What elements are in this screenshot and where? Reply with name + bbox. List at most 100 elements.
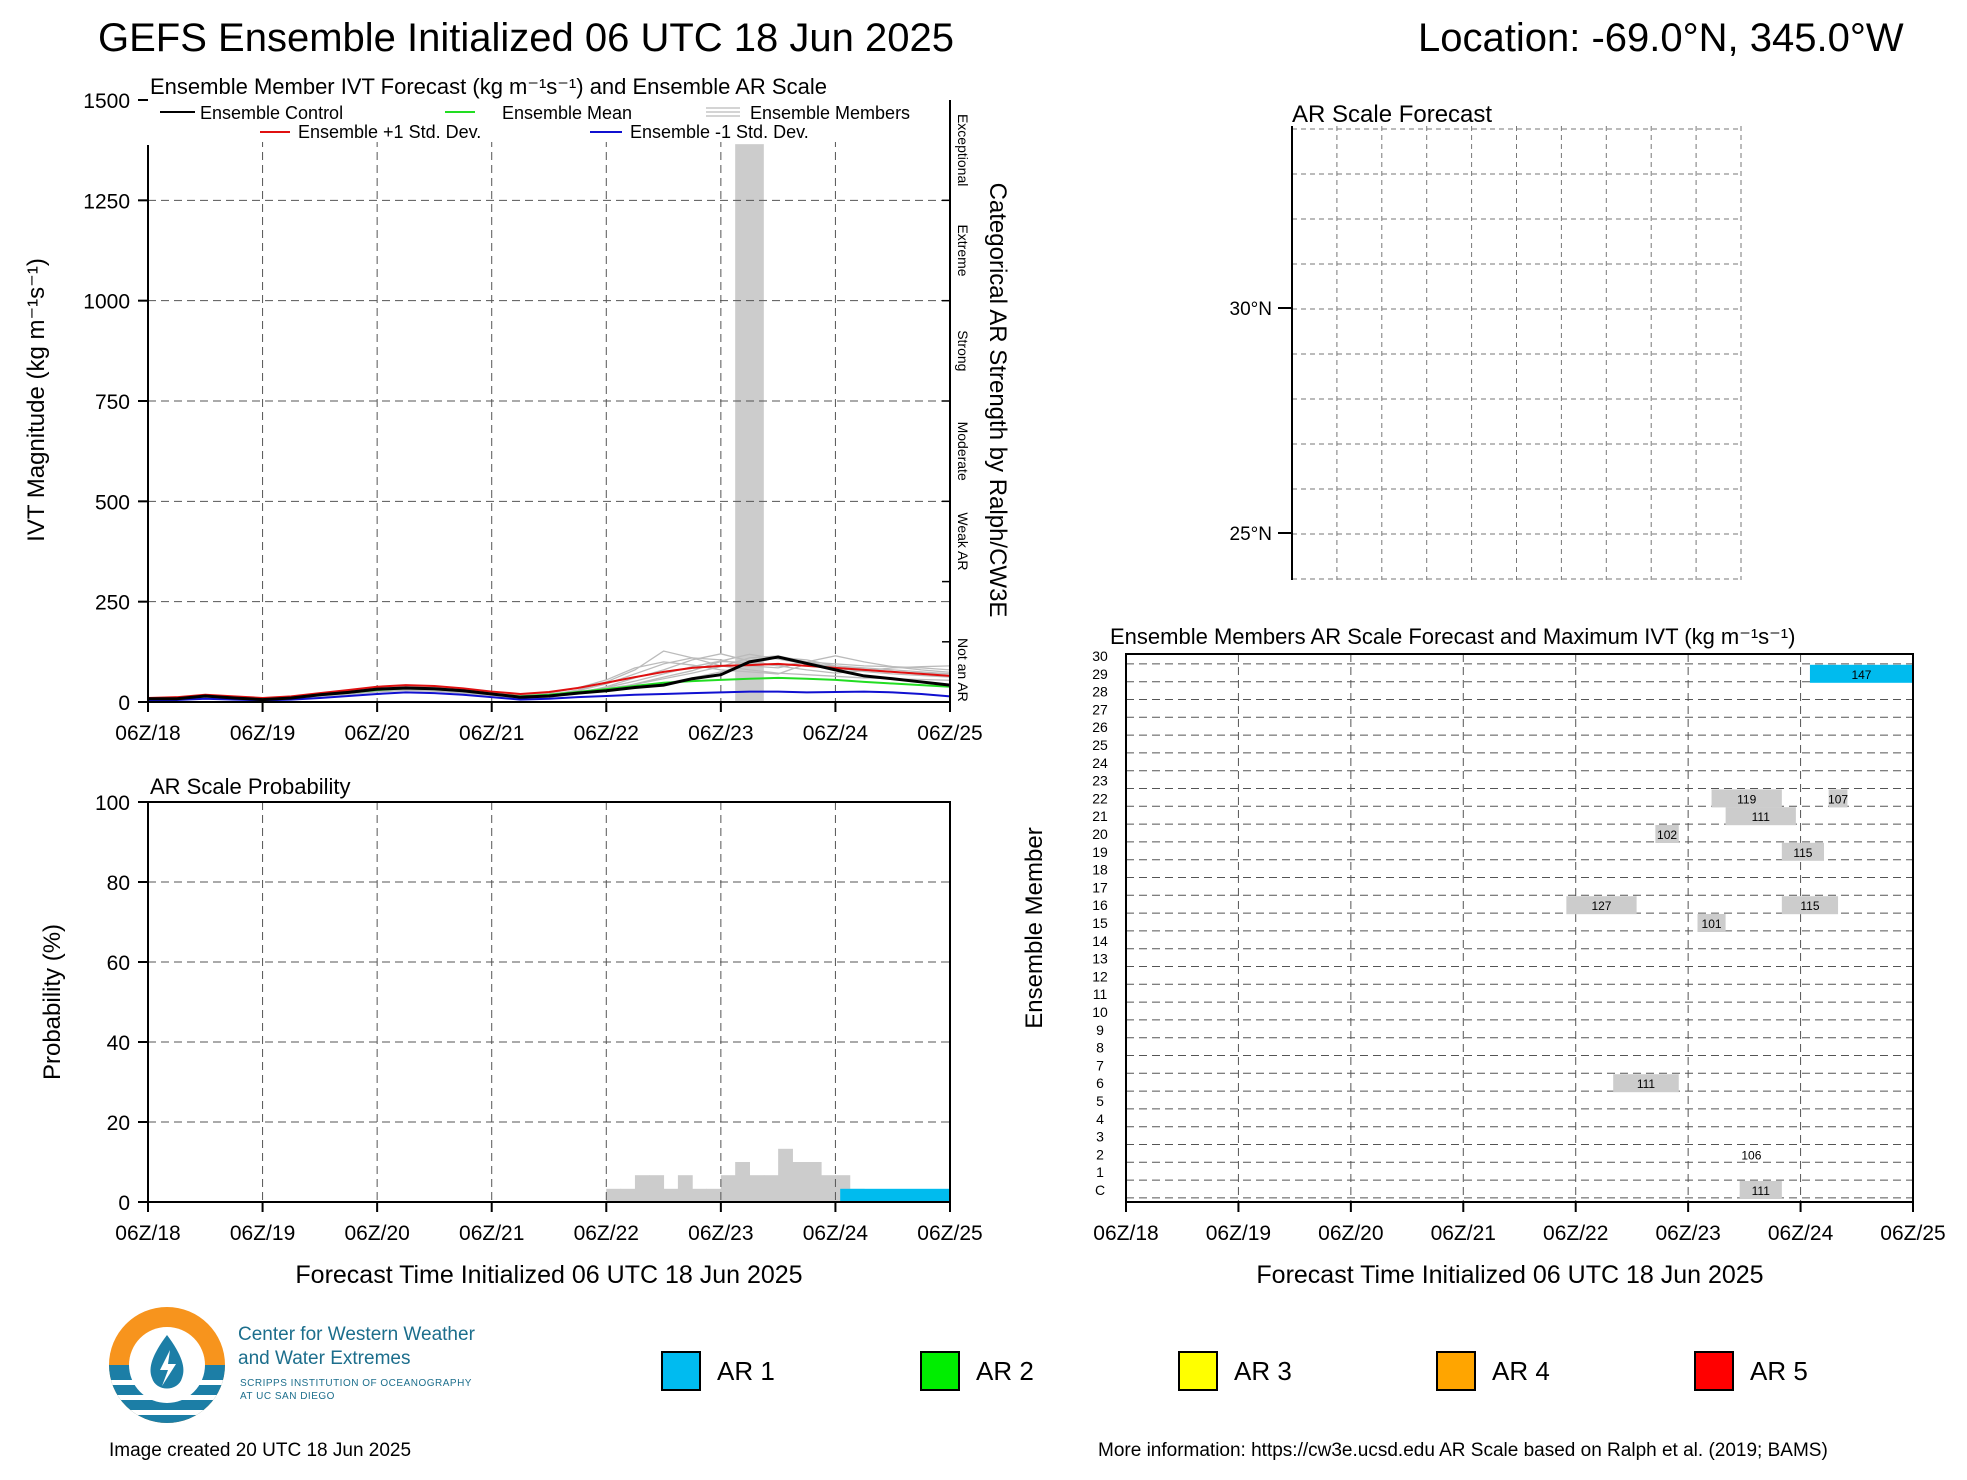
prob-ylabel: Probability (%) xyxy=(39,924,66,1080)
ivt-ytick-label: 1500 xyxy=(83,90,130,113)
member-label: 1 xyxy=(1096,1164,1104,1180)
prob-panel: 0 20 40 60 80 100 06Z/18 06Z/19 06Z/20 06Z/21 06Z/… xyxy=(39,774,983,1289)
ivt-category-label: Extreme xyxy=(955,224,971,276)
prob-bar xyxy=(606,1188,622,1202)
member-label: 25 xyxy=(1092,737,1108,753)
member-bar xyxy=(1809,664,1913,683)
members-xtick-label: 06Z/18 xyxy=(1093,1222,1158,1245)
member-bar xyxy=(1697,914,1726,932)
ivt-xtick-label: 06Z/21 xyxy=(459,722,524,745)
prob-bar xyxy=(821,1175,836,1202)
member-label: 8 xyxy=(1096,1040,1104,1056)
ivt-ytick-label: 1000 xyxy=(83,291,130,314)
ivt-category-label: Not an AR xyxy=(955,638,971,702)
members-xtick-label: 06Z/20 xyxy=(1318,1222,1383,1245)
ivt-legend-minus: Ensemble -1 Std. Dev. xyxy=(630,122,809,142)
member-bar-label: 115 xyxy=(1793,846,1812,860)
prob-xtick-label: 06Z/18 xyxy=(115,1222,180,1245)
members-xtick-label: 06Z/23 xyxy=(1655,1222,1720,1245)
prob-xtick-label: 06Z/23 xyxy=(688,1222,753,1245)
member-bar xyxy=(1566,896,1637,915)
members-xlabel: Forecast Time Initialized 06 UTC 18 Jun … xyxy=(1256,1261,1763,1289)
member-label: 21 xyxy=(1092,808,1108,824)
members-xtick-label: 06Z/25 xyxy=(1880,1222,1945,1245)
member-bar-label: 101 xyxy=(1702,917,1722,931)
logo-line3: SCRIPPS INSTITUTION OF OCEANOGRAPHY xyxy=(240,1378,472,1389)
members-xtick-label: 06Z/21 xyxy=(1431,1222,1496,1245)
member-label: 17 xyxy=(1092,879,1108,895)
prob-title: AR Scale Probability xyxy=(150,774,351,799)
member-bar-label: 147 xyxy=(1851,668,1871,682)
ivt-legend-bg xyxy=(148,100,933,142)
ivt-right-label: Categorical AR Strength by Ralph/CW3E xyxy=(984,183,1011,618)
prob-xtick-label: 06Z/22 xyxy=(574,1222,639,1245)
logo-line2: and Water Extremes xyxy=(238,1348,411,1369)
ar2-label: AR 2 xyxy=(976,1356,1034,1386)
prob-xtick-label: 06Z/24 xyxy=(803,1222,869,1245)
member-label: 19 xyxy=(1092,844,1108,860)
member-label: 4 xyxy=(1096,1111,1104,1127)
ivt-xtick-label: 06Z/19 xyxy=(230,722,295,745)
prob-xtick-label: 06Z/21 xyxy=(459,1222,524,1245)
member-label: 7 xyxy=(1096,1057,1104,1073)
member-label: 28 xyxy=(1092,684,1108,700)
prob-bar xyxy=(620,1188,636,1202)
ivt-ytick-label: 0 xyxy=(118,692,130,715)
prob-ytick-label: 80 xyxy=(107,872,130,895)
prob-bar xyxy=(792,1162,808,1202)
members-title: Ensemble Members AR Scale Forecast and M… xyxy=(1110,624,1795,649)
member-label: 18 xyxy=(1092,862,1108,878)
ivt-legend-plus: Ensemble +1 Std. Dev. xyxy=(298,122,481,142)
member-bar-label: 127 xyxy=(1591,899,1611,913)
ivt-ar-bar xyxy=(735,144,764,702)
ivt-xtick-label: 06Z/25 xyxy=(917,722,982,745)
member-label: 22 xyxy=(1092,790,1108,806)
members-xtick-label: 06Z/24 xyxy=(1768,1222,1834,1245)
prob-ytick-label: 100 xyxy=(95,792,130,815)
prob-bar xyxy=(634,1175,650,1202)
ivt-panel: 0 250 500 750 1000 1250 1500 06Z/18 06Z/19 06Z/20… xyxy=(23,74,1011,745)
prob-ytick-label: 60 xyxy=(107,952,130,975)
member-bar xyxy=(1711,789,1782,808)
logo-line1: Center for Western Weather xyxy=(238,1324,475,1345)
member-label: 14 xyxy=(1092,933,1108,949)
member-label: 5 xyxy=(1096,1093,1104,1109)
prob-bar xyxy=(663,1188,679,1202)
ivt-legend-mean: Ensemble Mean xyxy=(502,103,632,123)
ivt-xtick-label: 06Z/22 xyxy=(574,722,639,745)
ivt-ytick-label: 500 xyxy=(95,491,130,514)
prob-bar xyxy=(677,1175,693,1202)
member-bar-label: 111 xyxy=(1752,810,1771,824)
member-bar xyxy=(1781,896,1839,915)
page-title: GEFS Ensemble Initialized 06 UTC 18 Jun … xyxy=(98,16,954,60)
member-label: 9 xyxy=(1096,1022,1104,1038)
member-bar xyxy=(1781,842,1824,861)
ivt-ylabel: IVT Magnitude (kg m⁻¹s⁻¹) xyxy=(23,258,50,542)
member-label: 12 xyxy=(1092,968,1108,984)
member-label: 16 xyxy=(1092,897,1108,913)
prob-bar xyxy=(778,1148,793,1202)
logo-line4: AT UC SAN DIEGO xyxy=(240,1391,335,1402)
ivt-category-label: Weak AR xyxy=(955,512,971,570)
ivt-legend-members: Ensemble Members xyxy=(750,103,910,123)
ar1-swatch xyxy=(661,1351,701,1391)
member-label: 11 xyxy=(1093,986,1108,1002)
member-label: C xyxy=(1095,1182,1105,1198)
members-xtick-label: 06Z/19 xyxy=(1206,1222,1271,1245)
prob-bar xyxy=(806,1162,822,1202)
member-label: 10 xyxy=(1092,1004,1108,1020)
member-label: 29 xyxy=(1092,666,1108,682)
ivt-xtick-label: 06Z/18 xyxy=(115,722,180,745)
location-label: Location: -69.0°N, 345.0°W xyxy=(1418,16,1904,60)
member-label: 24 xyxy=(1092,755,1108,771)
members-frame xyxy=(1125,653,1914,1203)
member-bar-label: 115 xyxy=(1800,899,1819,913)
ar4-swatch xyxy=(1436,1351,1476,1391)
members-ylabel: Ensemble Member xyxy=(1021,827,1048,1028)
member-label: 26 xyxy=(1092,719,1108,735)
ar3-swatch xyxy=(1178,1351,1218,1391)
members-xtick-label: 06Z/22 xyxy=(1543,1222,1608,1245)
prob-xtick-label: 06Z/19 xyxy=(230,1222,295,1245)
member-label: 30 xyxy=(1092,648,1108,664)
